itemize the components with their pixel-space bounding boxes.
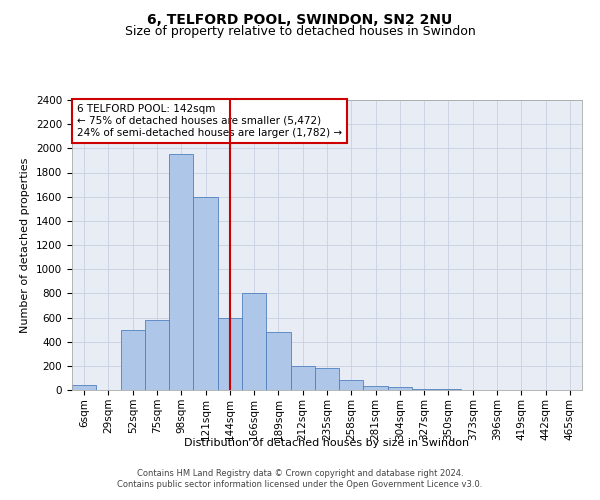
Text: 6 TELFORD POOL: 142sqm
← 75% of detached houses are smaller (5,472)
24% of semi-: 6 TELFORD POOL: 142sqm ← 75% of detached… bbox=[77, 104, 342, 138]
Y-axis label: Number of detached properties: Number of detached properties bbox=[20, 158, 31, 332]
Bar bbox=[388, 388, 412, 390]
Bar bbox=[169, 154, 193, 390]
Bar bbox=[72, 385, 96, 390]
Bar bbox=[218, 318, 242, 390]
Bar bbox=[412, 389, 436, 390]
Text: Contains public sector information licensed under the Open Government Licence v3: Contains public sector information licen… bbox=[118, 480, 482, 489]
Bar bbox=[364, 386, 388, 390]
Bar bbox=[193, 196, 218, 390]
Bar bbox=[290, 366, 315, 390]
Bar bbox=[339, 380, 364, 390]
Text: Distribution of detached houses by size in Swindon: Distribution of detached houses by size … bbox=[184, 438, 470, 448]
Text: Size of property relative to detached houses in Swindon: Size of property relative to detached ho… bbox=[125, 25, 475, 38]
Bar bbox=[145, 320, 169, 390]
Text: 6, TELFORD POOL, SWINDON, SN2 2NU: 6, TELFORD POOL, SWINDON, SN2 2NU bbox=[148, 12, 452, 26]
Bar bbox=[436, 389, 461, 390]
Bar bbox=[121, 330, 145, 390]
Text: Contains HM Land Registry data © Crown copyright and database right 2024.: Contains HM Land Registry data © Crown c… bbox=[137, 468, 463, 477]
Bar bbox=[315, 368, 339, 390]
Bar bbox=[242, 294, 266, 390]
Bar bbox=[266, 332, 290, 390]
